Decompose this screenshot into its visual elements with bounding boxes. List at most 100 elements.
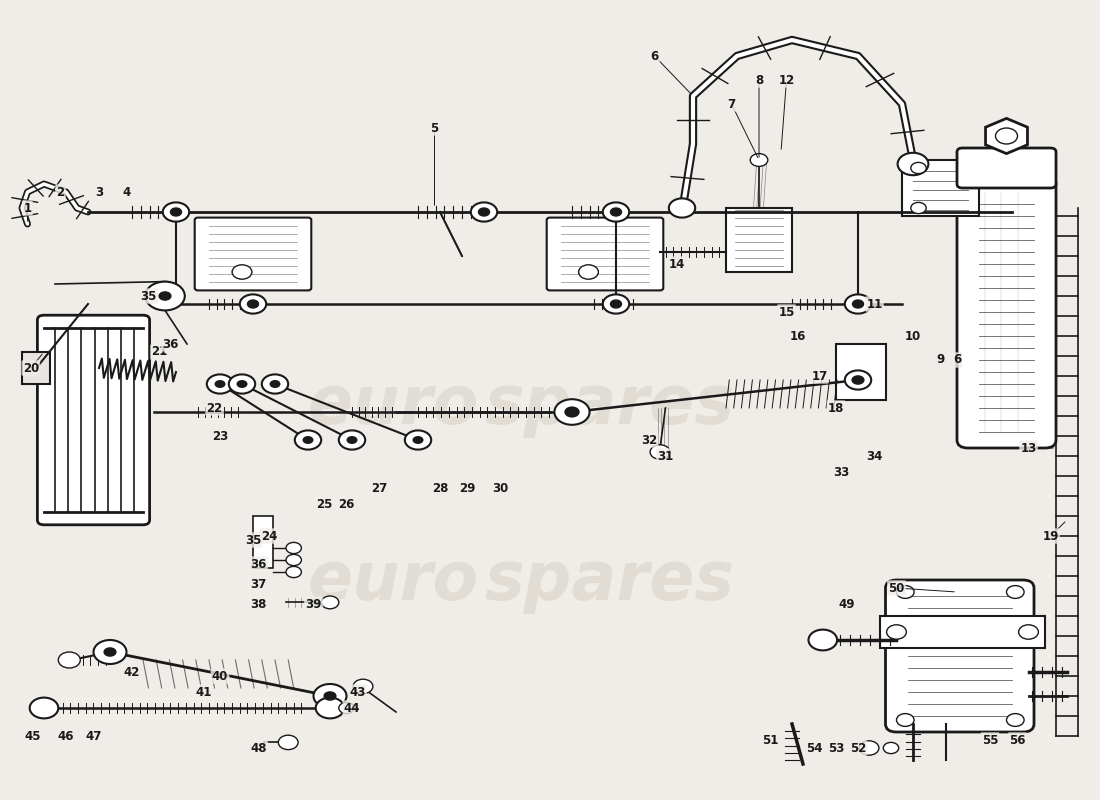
Circle shape (669, 198, 695, 218)
Text: 37: 37 (251, 578, 266, 590)
Text: 14: 14 (669, 258, 684, 270)
Circle shape (236, 380, 248, 388)
FancyBboxPatch shape (195, 218, 311, 290)
Circle shape (750, 154, 768, 166)
Circle shape (610, 300, 621, 308)
Text: 40: 40 (212, 670, 228, 682)
Text: 47: 47 (86, 730, 101, 742)
Text: 44: 44 (343, 702, 361, 714)
Text: 50: 50 (889, 582, 904, 594)
Circle shape (911, 162, 926, 174)
Circle shape (564, 406, 580, 418)
Circle shape (859, 741, 879, 755)
Text: 39: 39 (306, 598, 321, 610)
Circle shape (603, 294, 629, 314)
Circle shape (232, 265, 252, 279)
Text: 48: 48 (251, 742, 266, 754)
Circle shape (887, 625, 906, 639)
FancyBboxPatch shape (957, 148, 1056, 188)
Text: 52: 52 (850, 742, 866, 754)
Circle shape (579, 265, 598, 279)
Circle shape (346, 436, 358, 444)
Circle shape (851, 375, 865, 385)
Circle shape (58, 652, 80, 668)
Text: 33: 33 (834, 466, 849, 478)
Circle shape (554, 399, 590, 425)
Circle shape (94, 640, 126, 664)
Text: 51: 51 (762, 734, 778, 746)
Circle shape (339, 430, 365, 450)
Circle shape (278, 735, 298, 750)
Circle shape (471, 202, 497, 222)
Circle shape (650, 445, 670, 459)
Bar (880, 616, 1045, 648)
Text: 35: 35 (245, 534, 261, 546)
Circle shape (610, 208, 621, 216)
Text: euro: euro (308, 372, 480, 438)
Text: 46: 46 (57, 730, 75, 742)
Text: 7: 7 (727, 98, 736, 110)
Text: 22: 22 (207, 402, 222, 414)
FancyBboxPatch shape (37, 315, 150, 525)
Text: 56: 56 (1010, 734, 1025, 746)
Text: 30: 30 (493, 482, 508, 494)
Circle shape (158, 291, 172, 301)
Text: 16: 16 (790, 330, 805, 342)
Circle shape (896, 714, 914, 726)
Circle shape (808, 630, 837, 650)
Text: 42: 42 (124, 666, 140, 678)
Text: 23: 23 (212, 430, 228, 442)
Circle shape (898, 153, 928, 175)
Text: 28: 28 (432, 482, 448, 494)
Circle shape (353, 679, 373, 694)
Text: 36: 36 (251, 558, 266, 570)
Text: 45: 45 (24, 730, 42, 742)
Circle shape (603, 202, 629, 222)
Circle shape (163, 202, 189, 222)
Circle shape (286, 542, 301, 554)
Text: 55: 55 (981, 734, 999, 746)
FancyBboxPatch shape (547, 218, 663, 290)
Text: 25: 25 (317, 498, 332, 510)
Text: 5: 5 (430, 122, 439, 134)
Circle shape (240, 294, 266, 314)
Text: spares: spares (484, 548, 734, 614)
Circle shape (883, 742, 899, 754)
Circle shape (30, 698, 58, 718)
Circle shape (1006, 714, 1024, 726)
Text: 12: 12 (779, 74, 794, 86)
Circle shape (845, 370, 871, 390)
Bar (22, 352, 50, 384)
FancyBboxPatch shape (886, 580, 1034, 732)
Text: 21: 21 (152, 346, 167, 358)
Circle shape (286, 566, 301, 578)
Circle shape (145, 282, 185, 310)
Text: 43: 43 (350, 686, 365, 698)
Text: 41: 41 (196, 686, 211, 698)
Text: 2: 2 (56, 186, 65, 198)
Text: 6: 6 (650, 50, 659, 62)
Text: 1: 1 (23, 202, 32, 214)
Circle shape (852, 300, 864, 308)
Text: spares: spares (484, 372, 734, 438)
Circle shape (214, 380, 225, 388)
Text: 13: 13 (1021, 442, 1036, 454)
Circle shape (207, 374, 233, 394)
Circle shape (314, 684, 346, 708)
Circle shape (1019, 625, 1038, 639)
Text: 10: 10 (905, 330, 921, 342)
Text: 6: 6 (953, 354, 961, 366)
Circle shape (286, 554, 301, 566)
Text: 4: 4 (122, 186, 131, 198)
Circle shape (295, 430, 321, 450)
Text: 36: 36 (163, 338, 178, 350)
Circle shape (405, 430, 431, 450)
Circle shape (911, 202, 926, 214)
Text: 31: 31 (658, 450, 673, 462)
Circle shape (270, 380, 280, 388)
Text: 11: 11 (867, 298, 882, 310)
Circle shape (1006, 586, 1024, 598)
Text: 29: 29 (460, 482, 475, 494)
Circle shape (996, 128, 1018, 144)
Bar (902, 160, 979, 216)
